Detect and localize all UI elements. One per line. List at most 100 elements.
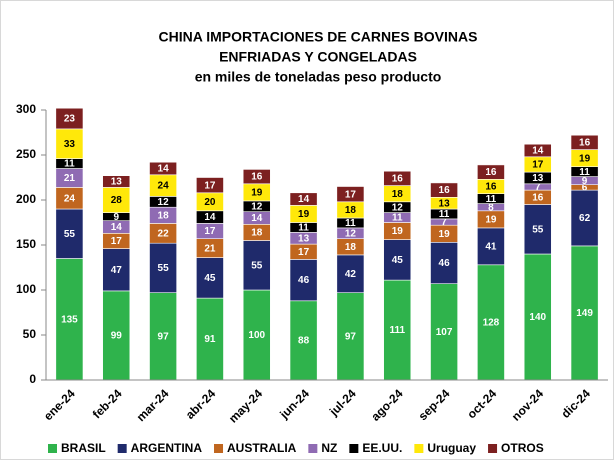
- bar-segment: [55, 107, 84, 130]
- bar-segment: [523, 143, 552, 158]
- data-label: 62: [579, 213, 591, 224]
- bar-segment: [383, 239, 412, 281]
- data-label: 55: [251, 260, 263, 271]
- bar-segment: [196, 257, 224, 299]
- legend-label: OTROS: [501, 441, 544, 455]
- data-label: 97: [345, 331, 357, 342]
- data-label: 20: [204, 197, 216, 208]
- bar-segment: [242, 240, 271, 291]
- bar-segment: [242, 289, 271, 381]
- data-label: 45: [204, 273, 216, 284]
- y-tick-label: 200: [16, 192, 36, 206]
- data-label: 16: [439, 185, 451, 196]
- data-label: 24: [64, 193, 76, 204]
- legend-label: EE.UU.: [362, 441, 402, 455]
- data-label: 97: [158, 331, 170, 342]
- data-label: 17: [204, 226, 216, 237]
- bar-segment: [430, 283, 458, 381]
- data-label: 11: [64, 159, 75, 170]
- data-label: 55: [532, 224, 544, 235]
- legend-label: ARGENTINA: [131, 441, 203, 455]
- data-label: 28: [111, 195, 123, 206]
- data-label: 19: [392, 226, 404, 237]
- data-label: 11: [345, 218, 356, 229]
- bar-segment: [570, 245, 599, 381]
- data-label: 19: [298, 209, 310, 220]
- bar-segment: [55, 128, 84, 159]
- data-label: 47: [111, 265, 123, 276]
- bar-segment: [570, 134, 599, 150]
- data-label: 128: [483, 318, 500, 329]
- data-label: 42: [345, 269, 357, 280]
- bar-segment: [383, 279, 412, 381]
- data-label: 13: [439, 198, 451, 209]
- legend-swatch: [488, 444, 498, 453]
- bar-segment: [196, 177, 224, 194]
- data-label: 13: [532, 173, 544, 184]
- bar-segment: [149, 161, 177, 176]
- data-label: 55: [64, 229, 76, 240]
- legend-label: Uruguay: [427, 441, 476, 455]
- data-label: 140: [529, 312, 546, 323]
- data-label: 41: [485, 241, 497, 252]
- y-tick-label: 50: [23, 327, 37, 341]
- data-label: 14: [251, 213, 263, 224]
- data-label: 16: [579, 138, 591, 149]
- legend-label: BRASIL: [61, 441, 106, 455]
- data-label: 18: [158, 210, 170, 221]
- y-tick-label: 250: [16, 147, 36, 161]
- data-label: 13: [298, 233, 310, 244]
- data-label: 91: [204, 334, 216, 345]
- data-label: 14: [298, 194, 310, 205]
- bar-segment: [523, 204, 552, 255]
- data-label: 46: [298, 275, 310, 286]
- data-label: 45: [392, 255, 404, 266]
- data-label: 17: [204, 180, 216, 191]
- data-label: 8: [488, 202, 494, 213]
- bar-segment: [102, 248, 131, 292]
- data-label: 17: [111, 236, 123, 247]
- data-label: 111: [389, 325, 405, 336]
- legend-swatch: [214, 444, 224, 453]
- bar-segment: [289, 259, 318, 302]
- bar-segment: [523, 253, 552, 381]
- data-label: 19: [439, 229, 451, 240]
- bar-segment: [242, 169, 271, 185]
- legend-swatch: [349, 444, 359, 453]
- data-label: 46: [439, 258, 451, 269]
- data-label: 100: [248, 330, 265, 341]
- bar-segment: [55, 208, 84, 259]
- bar-segment: [383, 170, 412, 186]
- data-label: 19: [579, 153, 591, 164]
- data-label: 16: [485, 182, 497, 193]
- bar-segment: [477, 264, 505, 381]
- data-label: 99: [111, 331, 123, 342]
- data-label: 19: [485, 214, 497, 225]
- y-tick-label: 150: [16, 237, 36, 251]
- bar-segment: [102, 187, 131, 213]
- chart-subtitle: en miles de toneladas peso producto: [195, 69, 442, 85]
- data-label: 107: [436, 327, 453, 338]
- data-label: 19: [251, 187, 263, 198]
- bar-segment: [55, 258, 84, 381]
- bar-segment: [336, 254, 365, 293]
- bar-segment: [477, 227, 505, 266]
- bar-segment: [477, 164, 505, 180]
- chart-title: ENFRIADAS Y CONGELADAS: [219, 49, 417, 65]
- data-label: 14: [532, 146, 544, 157]
- data-label: 88: [298, 336, 310, 347]
- data-label: 21: [64, 173, 76, 184]
- data-label: 6: [582, 183, 588, 194]
- bar-segment: [430, 182, 458, 198]
- data-label: 33: [64, 139, 76, 150]
- data-label: 17: [532, 160, 544, 171]
- data-label: 7: [535, 182, 541, 193]
- bar-segment: [102, 290, 131, 381]
- data-label: 12: [251, 201, 263, 212]
- data-label: 17: [345, 189, 357, 200]
- data-label: 55: [158, 263, 170, 274]
- data-label: 18: [345, 205, 357, 216]
- legend-swatch: [308, 444, 318, 453]
- legend-label: NZ: [321, 441, 337, 455]
- data-label: 11: [298, 223, 309, 234]
